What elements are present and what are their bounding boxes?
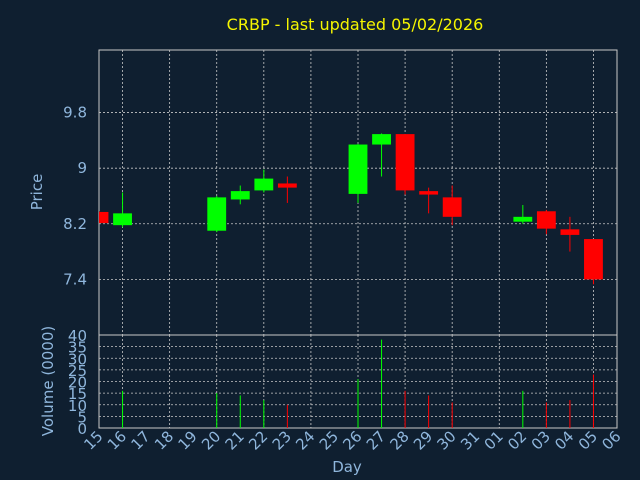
candle-body xyxy=(254,178,274,191)
candle-body xyxy=(372,134,391,145)
x-tick-label: 25 xyxy=(316,427,342,453)
candle-body xyxy=(513,216,533,222)
x-tick-label: 17 xyxy=(127,427,153,453)
price-tick-label: 8.2 xyxy=(63,215,87,233)
x-tick-label: 03 xyxy=(528,427,554,453)
x-tick-label: 23 xyxy=(269,427,295,453)
x-tick-label: 31 xyxy=(457,427,483,453)
x-tick-label: 22 xyxy=(245,427,271,453)
candle-body xyxy=(536,211,556,229)
candles-group xyxy=(99,133,603,285)
price-panel: 7.4 8.2 9 9.8 xyxy=(63,49,618,336)
x-tick-label: 30 xyxy=(434,427,460,453)
x-tick-label: 06 xyxy=(598,427,624,453)
volume-tick-label: 10 xyxy=(68,397,87,415)
volume-tick-label: 20 xyxy=(68,374,87,392)
candle-body xyxy=(395,134,415,191)
price-axis-label: Price xyxy=(28,174,46,211)
price-tick-label: 7.4 xyxy=(63,270,87,288)
x-axis-label: Day xyxy=(332,458,362,476)
volume-tick-label: 30 xyxy=(68,350,87,368)
x-tick-label: 29 xyxy=(410,427,436,453)
candle-body xyxy=(277,183,297,188)
candle-body xyxy=(230,191,250,200)
x-tick-label: 21 xyxy=(222,427,248,453)
volume-tick-label: 40 xyxy=(68,327,87,345)
candle-body xyxy=(584,239,603,280)
price-tick-label: 9 xyxy=(77,159,87,177)
volume-tick-label: 35 xyxy=(68,339,87,357)
price-tick-label: 9.8 xyxy=(63,104,87,122)
x-tick-label: 18 xyxy=(151,427,177,453)
x-tick-label: 26 xyxy=(339,427,365,453)
chart-title: CRBP - last updated 05/02/2026 xyxy=(227,15,484,34)
candle-body xyxy=(442,197,462,217)
candle-body xyxy=(99,211,109,224)
x-tick-label: 28 xyxy=(386,427,412,453)
candle-body xyxy=(113,213,132,226)
x-tick-label: 27 xyxy=(363,427,389,453)
candle-body xyxy=(348,144,368,194)
x-tick-label: 02 xyxy=(504,427,530,453)
candle-body xyxy=(560,229,580,235)
x-tick-label: 05 xyxy=(575,427,601,453)
x-tick-label: 19 xyxy=(175,427,201,453)
x-tick-label: 24 xyxy=(292,427,318,453)
x-tick-label: 16 xyxy=(104,427,130,453)
volume-tick-label: 0 xyxy=(77,420,87,438)
candle-body xyxy=(207,197,227,231)
x-axis: 1516171819202122232425262728293031010203… xyxy=(80,427,624,453)
x-tick-label: 04 xyxy=(551,427,577,453)
volume-tick-label: 15 xyxy=(68,385,87,403)
volume-tick-label: 5 xyxy=(77,408,87,426)
candle-body xyxy=(419,191,439,195)
volume-tick-label: 25 xyxy=(68,362,87,380)
volume-axis-label: Volume (0000) xyxy=(39,326,57,436)
x-tick-label: 01 xyxy=(481,427,507,453)
x-tick-label: 20 xyxy=(198,427,224,453)
